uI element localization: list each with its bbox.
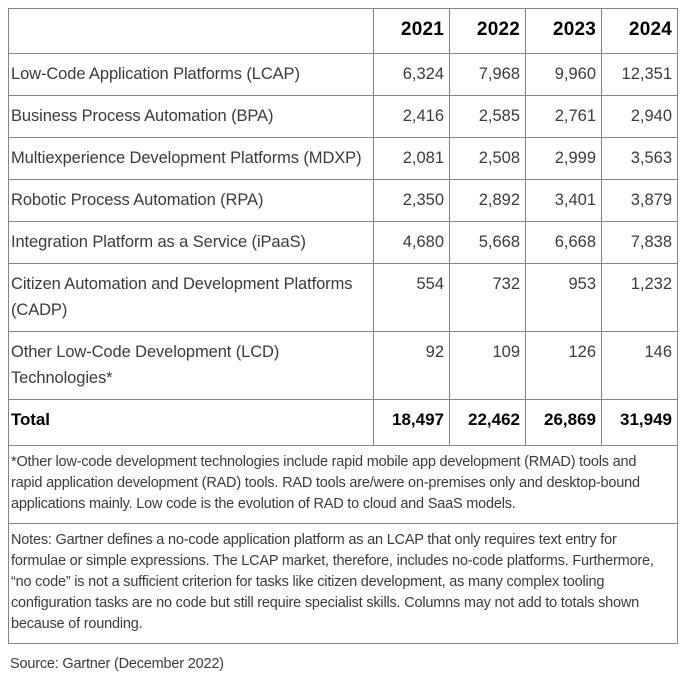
row-value: 2,585	[449, 95, 526, 138]
header-row: 2021 2022 2023 2024	[8, 8, 678, 54]
total-value-2021: 18,497	[373, 399, 450, 446]
table-row: Robotic Process Automation (RPA) 2,350 2,8…	[8, 179, 678, 222]
row-value: 146	[601, 331, 678, 400]
table-row: Low-Code Application Platforms (LCAP) 6,3…	[8, 53, 678, 96]
row-value: 953	[525, 263, 602, 332]
row-value: 9,960	[525, 53, 602, 96]
total-value-2022: 22,462	[449, 399, 526, 446]
table-row: Other Low-Code Development (LCD) Technol…	[8, 331, 678, 400]
row-value: 2,416	[373, 95, 450, 138]
row-value: 1,232	[601, 263, 678, 332]
row-value: 554	[373, 263, 450, 332]
row-value: 2,999	[525, 137, 602, 180]
total-row: Total 18,497 22,462 26,869 31,949	[8, 399, 678, 446]
row-label: Low-Code Application Platforms (LCAP)	[8, 53, 374, 96]
row-label: Other Low-Code Development (LCD) Technol…	[8, 331, 374, 400]
total-label: Total	[8, 399, 374, 446]
row-value: 92	[373, 331, 450, 400]
row-label: Multiexperience Development Platforms (M…	[8, 137, 374, 180]
header-year-2024: 2024	[601, 8, 678, 54]
row-value: 5,668	[449, 221, 526, 264]
table-row: Multiexperience Development Platforms (M…	[8, 137, 678, 180]
footnote-row: *Other low-code development technologies…	[8, 445, 678, 524]
market-forecast-table: 2021 2022 2023 2024 Low-Code Application…	[8, 8, 678, 644]
header-year-2022: 2022	[449, 8, 526, 54]
row-value: 7,968	[449, 53, 526, 96]
header-empty-cell	[8, 8, 374, 54]
notes-text: Notes: Gartner defines a no-code applica…	[8, 523, 678, 644]
row-value: 6,324	[373, 53, 450, 96]
row-value: 2,350	[373, 179, 450, 222]
table-row: Citizen Automation and Development Platf…	[8, 263, 678, 332]
total-value-2023: 26,869	[525, 399, 602, 446]
row-value: 732	[449, 263, 526, 332]
row-value: 109	[449, 331, 526, 400]
row-label: Robotic Process Automation (RPA)	[8, 179, 374, 222]
row-value: 126	[525, 331, 602, 400]
table-row: Integration Platform as a Service (iPaaS…	[8, 221, 678, 264]
row-value: 3,563	[601, 137, 678, 180]
row-value: 2,892	[449, 179, 526, 222]
row-value: 2,081	[373, 137, 450, 180]
row-label: Business Process Automation (BPA)	[8, 95, 374, 138]
row-value: 7,838	[601, 221, 678, 264]
total-value-2024: 31,949	[601, 399, 678, 446]
row-label: Citizen Automation and Development Platf…	[8, 263, 374, 332]
row-label: Integration Platform as a Service (iPaaS…	[8, 221, 374, 264]
row-value: 6,668	[525, 221, 602, 264]
row-value: 3,879	[601, 179, 678, 222]
notes-row: Notes: Gartner defines a no-code applica…	[8, 523, 678, 644]
header-year-2021: 2021	[373, 8, 450, 54]
row-value: 2,508	[449, 137, 526, 180]
source-line: Source: Gartner (December 2022)	[10, 656, 224, 672]
row-value: 2,940	[601, 95, 678, 138]
row-value: 12,351	[601, 53, 678, 96]
row-value: 4,680	[373, 221, 450, 264]
row-value: 2,761	[525, 95, 602, 138]
footnote-text: *Other low-code development technologies…	[8, 445, 678, 524]
row-value: 3,401	[525, 179, 602, 222]
table-row: Business Process Automation (BPA) 2,416 2,…	[8, 95, 678, 138]
header-year-2023: 2023	[525, 8, 602, 54]
